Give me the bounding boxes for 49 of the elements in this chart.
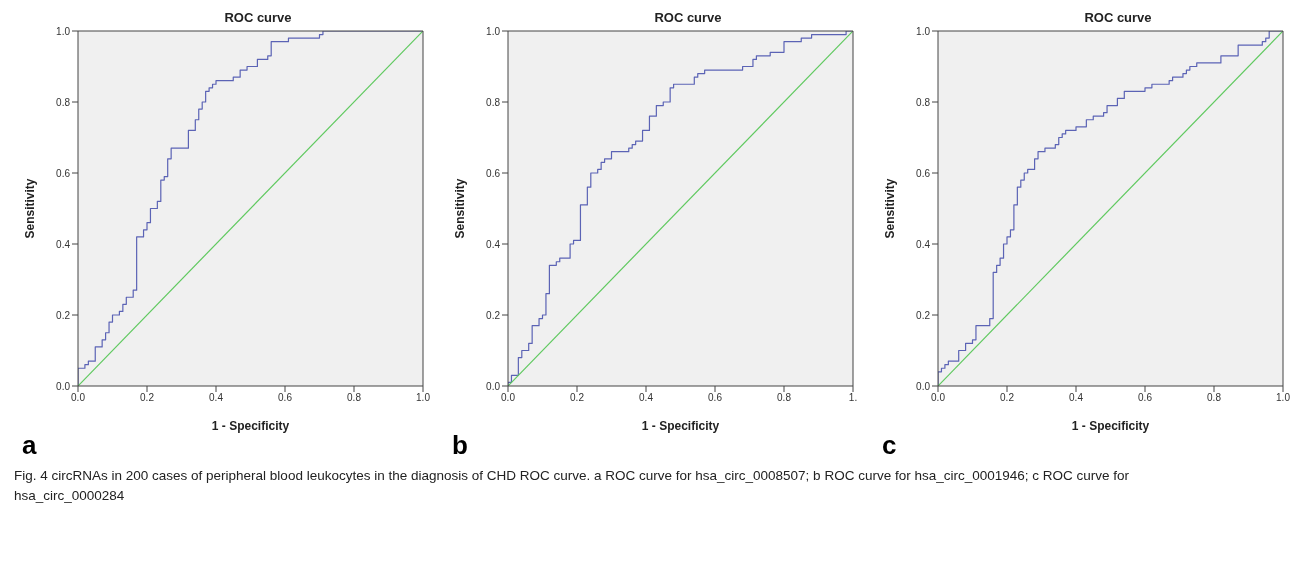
y-tick-label: 0.2 [486,309,501,321]
x-tick-label: 1.0 [1276,392,1291,404]
text: b [452,430,468,461]
y-tick-label: 0.6 [486,167,501,179]
x-tick-label: 0.0 [931,392,946,404]
x-tick-label: 0.6 [1138,392,1153,404]
y-tick-label: 0.0 [56,380,71,392]
chart-title: ROC curve [224,10,292,25]
x-tick-label: 0.6 [278,392,293,404]
x-tick-label: 0.0 [71,392,86,404]
x-tick-label: 0.2 [1000,392,1015,404]
x-tick-label: 1. [848,392,858,404]
chart-title: ROC curve [654,10,722,25]
y-axis-title: Sensitivity [883,178,898,239]
x-tick-label: 1.0 [416,392,431,404]
x-tick-label: 0.0 [501,392,516,404]
y-tick-label: 0.4 [916,238,931,250]
y-tick-label: 1.0 [916,25,931,37]
x-tick-label: 0.4 [209,392,224,404]
x-tick-label: 0.8 [777,392,792,404]
y-tick-label: 1.0 [486,25,501,37]
text: c [882,430,897,461]
x-tick-label: 0.4 [1069,392,1084,404]
x-axis-title: 1 - Specificity [1071,419,1150,433]
chart-title: ROC curve [1084,10,1152,25]
text: a [22,430,37,461]
y-axis-title: Sensitivity [23,178,38,239]
x-axis-title: 1 - Specificity [211,419,290,433]
x-tick-label: 0.2 [140,392,155,404]
y-tick-label: 0.8 [486,96,501,108]
caption: Fig. 4 circRNAs in 200 cases of peripheral blood leukocytes in the diagnosis of CHD ROC curve. a ROC curve for hsa_circ_0008507; b ROC curve for hsa_circ_0001946; c ROC curve for hsa_circ_0000284 [14,467,1130,505]
y-tick-label: 0.8 [56,96,71,108]
x-tick-label: 0.4 [639,392,654,404]
y-tick-label: 0.0 [916,380,931,392]
x-tick-label: 0.8 [1207,392,1222,404]
x-tick-label: 0.2 [570,392,585,404]
y-tick-label: 0.0 [486,380,501,392]
y-axis-title: Sensitivity [453,178,468,239]
y-tick-label: 0.2 [56,309,71,321]
y-tick-label: 0.4 [486,238,501,250]
x-tick-label: 0.8 [347,392,362,404]
y-tick-label: 0.2 [916,309,931,321]
y-tick-label: 0.6 [56,167,71,179]
x-tick-label: 0.6 [708,392,723,404]
y-tick-label: 0.6 [916,167,931,179]
y-tick-label: 1.0 [56,25,71,37]
x-axis-title: 1 - Specificity [641,419,720,433]
y-tick-label: 0.4 [56,238,71,250]
y-tick-label: 0.8 [916,96,931,108]
